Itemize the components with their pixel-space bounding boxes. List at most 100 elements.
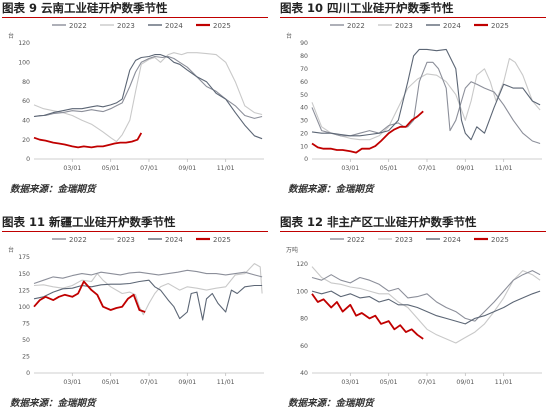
- x-tick-label: 09/01: [178, 165, 196, 172]
- legend-item-2024: 2024: [426, 236, 461, 244]
- y-tick-label: 30: [300, 118, 308, 125]
- series-line-2022: [311, 270, 541, 322]
- legend-label: 2025: [213, 236, 231, 244]
- chart-title-text: 四川工业硅开炉数季节性: [327, 1, 454, 15]
- source-note: 数据来源：金瑞期货: [288, 184, 374, 195]
- x-tick-label: 09/01: [456, 379, 474, 386]
- x-tick-label: 11/01: [217, 165, 235, 172]
- y-tick-label: 50: [22, 337, 30, 344]
- legend-label: 2022: [347, 236, 365, 244]
- y-tick-label: 90: [300, 40, 308, 47]
- legend-label: 2024: [165, 22, 183, 30]
- chart-panel-xinjiang: 图表 11 新疆工业硅开炉数季节性 2022 2023 2024 2025 台 0 25 50…: [2, 214, 270, 420]
- y-tick-label: 20: [300, 130, 308, 137]
- chart-number: 图表 9: [2, 1, 38, 15]
- y-tick-label: 60: [22, 98, 30, 105]
- chart-title: 图表 9 云南工业硅开炉数季节性: [2, 0, 268, 18]
- y-tick-label: 150: [18, 271, 30, 278]
- y-tick-label: 100: [18, 60, 30, 67]
- x-tick-label: 11/01: [495, 379, 513, 386]
- legend-item-2023: 2023: [378, 22, 413, 30]
- series-line-2023: [33, 263, 263, 316]
- series-line-2025: [311, 110, 424, 154]
- y-tick-label: 80: [300, 316, 308, 323]
- x-tick-label: 07/01: [418, 379, 436, 386]
- x-tick-label: 05/01: [380, 379, 398, 386]
- chart-panel-non-main: 图表 12 非主产区工业硅开炉数季节性 2022 2023 2024 2025 万吨 40…: [280, 214, 548, 420]
- legend-label: 2023: [117, 236, 135, 244]
- x-tick-label: 11/01: [217, 379, 235, 386]
- x-tick-label: 03/01: [341, 165, 359, 172]
- series-line-2023: [311, 57, 541, 141]
- series-line-2023: [311, 266, 541, 344]
- y-tick-label: 100: [296, 288, 308, 295]
- source-note: 数据来源：金瑞期货: [10, 184, 96, 195]
- series-line-2022: [311, 61, 541, 145]
- y-tick-label: 40: [300, 370, 308, 377]
- y-tick-label: 120: [18, 40, 30, 47]
- chart-title-text: 新疆工业硅开炉数季节性: [49, 215, 176, 229]
- legend-label: 2023: [117, 22, 135, 30]
- y-tick-label: 40: [300, 105, 308, 112]
- y-tick-label: 20: [22, 137, 30, 144]
- legend-item-2025: 2025: [196, 236, 231, 244]
- x-tick-label: 09/01: [456, 165, 474, 172]
- y-tick-label: 80: [300, 53, 308, 60]
- legend-label: 2022: [69, 236, 87, 244]
- legend-item-2024: 2024: [426, 22, 461, 30]
- legend-item-2024: 2024: [148, 22, 183, 30]
- legend-item-2022: 2022: [52, 236, 87, 244]
- y-tick-label: 0: [304, 156, 308, 163]
- source-note: 数据来源：金瑞期货: [10, 398, 96, 409]
- chart-title: 图表 10 四川工业硅开炉数季节性: [280, 0, 546, 18]
- legend-label: 2024: [443, 236, 461, 244]
- legend-item-2023: 2023: [100, 22, 135, 30]
- series-line-2022: [33, 269, 263, 285]
- legend-label: 2025: [213, 22, 231, 30]
- legend-item-2025: 2025: [474, 22, 509, 30]
- y-tick-label: 125: [18, 287, 30, 294]
- x-tick-label: 05/01: [102, 379, 120, 386]
- series-line-2024: [311, 290, 541, 325]
- chart-non-main: 2022 2023 2024 2025 万吨 40 60 80 100 120 03/01 05/01…: [286, 236, 542, 386]
- series-line-2022: [33, 55, 263, 119]
- legend-item-2025: 2025: [196, 22, 231, 30]
- chart-number: 图表 12: [280, 215, 324, 229]
- legend-item-2022: 2022: [52, 22, 87, 30]
- chart-number: 图表 10: [280, 1, 324, 15]
- source-note: 数据来源：金瑞期货: [288, 398, 374, 409]
- chart-title: 图表 12 非主产区工业硅开炉数季节性: [280, 214, 546, 232]
- series-line-2023: [33, 52, 263, 143]
- chart-panel-yunnan: 图表 9 云南工业硅开炉数季节性 2022 2023 2024 2025 台 0 20 40 6…: [2, 0, 270, 206]
- y-tick-label: 10: [300, 143, 308, 150]
- series-line-2024: [33, 54, 263, 140]
- y-tick-label: 80: [22, 79, 30, 86]
- x-tick-label: 05/01: [380, 165, 398, 172]
- chart-title-text: 非主产区工业硅开炉数季节性: [327, 215, 477, 229]
- y-tick-label: 25: [22, 354, 30, 361]
- y-unit-label: 台: [8, 32, 14, 40]
- x-tick-label: 03/01: [63, 165, 81, 172]
- y-tick-label: 0: [26, 156, 30, 163]
- chart-title: 图表 11 新疆工业硅开炉数季节性: [2, 214, 268, 232]
- chart-yunnan: 2022 2023 2024 2025 台 0 20 40 60 80 100 120 03/01 05/…: [8, 22, 264, 172]
- y-unit-label: 万吨: [286, 246, 298, 254]
- series-line-2025: [33, 280, 146, 313]
- legend-item-2024: 2024: [148, 236, 183, 244]
- y-tick-label: 0: [26, 370, 30, 377]
- y-tick-label: 40: [22, 118, 30, 125]
- y-tick-label: 120: [296, 261, 308, 268]
- x-tick-label: 09/01: [178, 379, 196, 386]
- series-line-2024: [311, 48, 541, 141]
- legend-label: 2022: [347, 22, 365, 30]
- y-tick-label: 175: [18, 254, 30, 261]
- series-line-2025: [33, 132, 143, 149]
- chart-title-text: 云南工业硅开炉数季节性: [41, 1, 168, 15]
- y-tick-label: 50: [300, 92, 308, 99]
- y-tick-label: 70: [300, 66, 308, 73]
- legend-label: 2023: [395, 22, 413, 30]
- series-line-2025: [311, 293, 424, 340]
- legend-item-2022: 2022: [330, 22, 365, 30]
- legend-label: 2025: [491, 22, 509, 30]
- x-tick-label: 03/01: [341, 379, 359, 386]
